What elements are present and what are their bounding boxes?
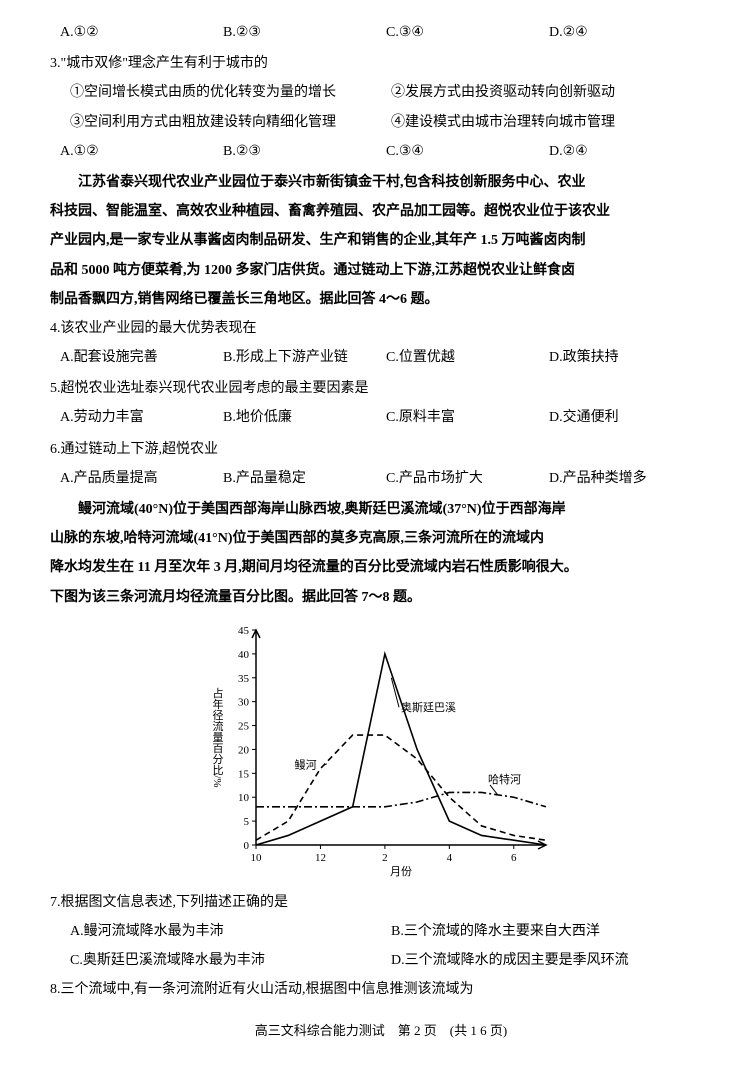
q2-options: A.①② B.②③ C.③④ D.②④ [60, 20, 712, 45]
svg-text:5: 5 [244, 816, 250, 828]
q4-opt-d: D.政策扶持 [549, 345, 712, 370]
svg-text:20: 20 [238, 744, 250, 756]
q7-stem: 7.根据图文信息表述,下列描述正确的是 [50, 890, 712, 915]
svg-text:占年径流量百分比/%: 占年径流量百分比/% [211, 686, 224, 788]
svg-text:哈特河: 哈特河 [488, 772, 521, 786]
svg-text:鳗河: 鳗河 [295, 757, 317, 771]
q6-opt-a: A.产品质量提高 [60, 466, 223, 491]
passage2-l1: 鳗河流域(40°N)位于美国西部海岸山脉西坡,奥斯廷巴溪流域(37°N)位于西部… [50, 497, 712, 522]
q7-opt-c: C.奥斯廷巴溪流域降水最为丰沛 [70, 948, 391, 973]
q3-statements-2: ③空间利用方式由粗放建设转向精细化管理 ④建设模式由城市治理转向城市管理 [70, 110, 712, 135]
svg-text:10: 10 [251, 852, 263, 864]
svg-text:6: 6 [511, 852, 517, 864]
svg-text:30: 30 [238, 696, 250, 708]
passage1-l1: 江苏省泰兴现代农业产业园位于泰兴市新街镇金干村,包含科技创新服务中心、农业 [50, 170, 712, 195]
q3-opt-d: D.②④ [549, 139, 712, 164]
q2-opt-c: C.③④ [386, 20, 549, 45]
q7-opt-b: B.三个流域的降水主要来自大西洋 [391, 919, 712, 944]
q3-s1: ①空间增长模式由质的优化转变为量的增长 [70, 80, 391, 105]
svg-text:12: 12 [315, 852, 326, 864]
svg-text:10: 10 [238, 792, 250, 804]
passage2-l3: 降水均发生在 11 月至次年 3 月,期间月均径流量的百分比受流域内岩石性质影响… [50, 555, 712, 580]
q5-opt-d: D.交通便利 [549, 405, 712, 430]
q3-stem: 3."城市双修"理念产生有利于城市的 [50, 51, 712, 76]
q7-opt-a: A.鳗河流域降水最为丰沛 [70, 919, 391, 944]
passage1-l4: 品和 5000 吨方便菜肴,为 1200 多家门店供货。通过链动上下游,江苏超悦… [50, 258, 712, 283]
q5-options: A.劳动力丰富 B.地价低廉 C.原料丰富 D.交通便利 [60, 405, 712, 430]
q2-opt-d: D.②④ [549, 20, 712, 45]
q4-opt-a: A.配套设施完善 [60, 345, 223, 370]
q8-stem: 8.三个流域中,有一条河流附近有火山活动,根据图中信息推测该流域为 [50, 977, 712, 1002]
q7-options-row2: C.奥斯廷巴溪流域降水最为丰沛 D.三个流域降水的成因主要是季风环流 [70, 948, 712, 973]
svg-text:4: 4 [447, 852, 453, 864]
svg-text:0: 0 [244, 840, 250, 852]
q4-stem: 4.该农业产业园的最大优势表现在 [50, 316, 712, 341]
svg-text:25: 25 [238, 720, 250, 732]
q3-opt-a: A.①② [60, 139, 223, 164]
flow-chart: 0 5 10 15 20 25 30 35 40 45 10 12 2 4 6 占年径流量百分比/% 月份 奥斯廷… [50, 620, 712, 880]
q3-opt-b: B.②③ [223, 139, 386, 164]
flow-chart-svg: 0 5 10 15 20 25 30 35 40 45 10 12 2 4 6 占年径流量百分比/% 月份 奥斯廷… [201, 620, 561, 880]
q7-options-row1: A.鳗河流域降水最为丰沛 B.三个流域的降水主要来自大西洋 [70, 919, 712, 944]
q3-s4: ④建设模式由城市治理转向城市管理 [391, 110, 712, 135]
q5-opt-a: A.劳动力丰富 [60, 405, 223, 430]
q2-opt-b: B.②③ [223, 20, 386, 45]
q5-opt-b: B.地价低廉 [223, 405, 386, 430]
q3-statements-1: ①空间增长模式由质的优化转变为量的增长 ②发展方式由投资驱动转向创新驱动 [70, 80, 712, 105]
svg-text:15: 15 [238, 768, 250, 780]
passage1-l3: 产业园内,是一家专业从事酱卤肉制品研发、生产和销售的企业,其年产 1.5 万吨酱… [50, 228, 712, 253]
passage2-l2: 山脉的东坡,哈特河流域(41°N)位于美国西部的莫多克高原,三条河流所在的流域内 [50, 526, 712, 551]
q6-options: A.产品质量提高 B.产品量稳定 C.产品市场扩大 D.产品种类增多 [60, 466, 712, 491]
q3-options: A.①② B.②③ C.③④ D.②④ [60, 139, 712, 164]
q2-opt-a: A.①② [60, 20, 223, 45]
q4-options: A.配套设施完善 B.形成上下游产业链 C.位置优越 D.政策扶持 [60, 345, 712, 370]
q4-opt-b: B.形成上下游产业链 [223, 345, 386, 370]
q6-stem: 6.通过链动上下游,超悦农业 [50, 437, 712, 462]
q7-opt-d: D.三个流域降水的成因主要是季风环流 [391, 948, 712, 973]
svg-text:2: 2 [382, 852, 388, 864]
q6-opt-b: B.产品量稳定 [223, 466, 386, 491]
passage1-l2: 科技园、智能温室、高效农业种植园、畜禽养殖园、农产品加工园等。超悦农业位于该农业 [50, 199, 712, 224]
q3-opt-c: C.③④ [386, 139, 549, 164]
q4-opt-c: C.位置优越 [386, 345, 549, 370]
passage2-l4: 下图为该三条河流月均径流量百分比图。据此回答 7～8 题。 [50, 585, 712, 610]
svg-text:月份: 月份 [390, 865, 412, 878]
svg-text:45: 45 [238, 625, 250, 637]
svg-text:40: 40 [238, 649, 250, 661]
q3-s3: ③空间利用方式由粗放建设转向精细化管理 [70, 110, 391, 135]
passage1-l5: 制品香飘四方,销售网络已覆盖长三角地区。据此回答 4～6 题。 [50, 287, 712, 312]
q3-s2: ②发展方式由投资驱动转向创新驱动 [391, 80, 712, 105]
svg-text:奥斯廷巴溪: 奥斯廷巴溪 [401, 700, 456, 714]
q6-opt-c: C.产品市场扩大 [386, 466, 549, 491]
q5-opt-c: C.原料丰富 [386, 405, 549, 430]
page-footer: 高三文科综合能力测试 第 2 页 (共 1 6 页) [50, 1019, 712, 1042]
svg-text:35: 35 [238, 673, 250, 685]
q5-stem: 5.超悦农业选址泰兴现代农业园考虑的最主要因素是 [50, 376, 712, 401]
q6-opt-d: D.产品种类增多 [549, 466, 712, 491]
